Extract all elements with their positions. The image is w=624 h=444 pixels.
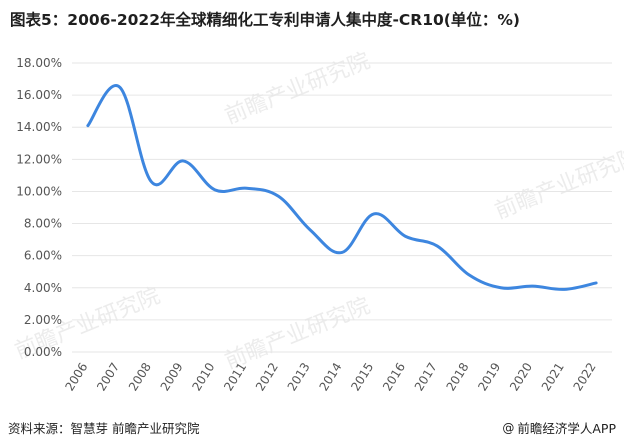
x-tick-label: 2007 — [94, 360, 122, 393]
x-tick-label: 2014 — [316, 360, 344, 393]
y-tick-label: 16.00% — [16, 88, 62, 102]
y-axis: 0.00% 2.00% 4.00% 6.00% 8.00% 10.00% 12.00% 14.… — [16, 56, 62, 359]
y-tick-label: 6.00% — [24, 249, 62, 263]
x-tick-label: 2012 — [253, 360, 281, 393]
source-note: 资料来源：智慧芽 前瞻产业研究院 — [8, 421, 200, 436]
data-point — [86, 124, 89, 127]
data-point — [531, 285, 534, 288]
watermark-text: 前瞻产业研究院 — [221, 49, 373, 130]
watermark-text: 前瞻产业研究院 — [221, 294, 373, 375]
x-tick-label: 2020 — [507, 360, 535, 393]
x-tick-label: 2008 — [126, 360, 154, 393]
x-tick-label: 2016 — [380, 360, 408, 393]
data-point — [309, 228, 312, 231]
y-tick-label: 10.00% — [16, 184, 62, 198]
data-point — [341, 251, 344, 254]
data-point — [499, 286, 502, 289]
brand-text: 前瞻经济学人APP — [517, 421, 616, 436]
x-tick-label: 2019 — [475, 360, 503, 393]
y-tick-label: 0.00% — [24, 345, 62, 359]
x-tick-label: 2006 — [62, 360, 90, 393]
series-cr10 — [86, 84, 598, 291]
data-point — [182, 159, 185, 162]
data-point — [468, 273, 471, 276]
data-point — [404, 235, 407, 238]
x-tick-label: 2017 — [412, 360, 440, 393]
data-point — [213, 188, 216, 191]
x-tick-label: 2010 — [189, 360, 217, 393]
y-tick-label: 12.00% — [16, 152, 62, 166]
y-tick-label: 14.00% — [16, 120, 62, 134]
x-tick-label: 2022 — [571, 360, 599, 393]
x-tick-label: 2018 — [444, 360, 472, 393]
at-icon: @ — [502, 420, 515, 435]
watermark-text: 前瞻产业研究院 — [491, 144, 624, 225]
data-point — [118, 86, 121, 89]
x-tick-label: 2009 — [158, 360, 186, 393]
x-tick-label: 2013 — [285, 360, 313, 393]
y-tick-label: 2.00% — [24, 313, 62, 327]
brand-label: @ 前瞻经济学人APP — [502, 418, 616, 437]
data-point — [277, 195, 280, 198]
data-point — [595, 281, 598, 284]
data-point — [150, 180, 153, 183]
x-tick-label: 2011 — [221, 360, 249, 393]
data-point — [563, 288, 566, 291]
y-tick-label: 4.00% — [24, 281, 62, 295]
x-axis: 2006 2007 2008 2009 2010 2011 2012 2013 2014 2015… — [62, 360, 598, 393]
data-point — [436, 245, 439, 248]
data-point — [245, 187, 248, 190]
y-tick-label: 8.00% — [24, 217, 62, 231]
series-line — [86, 84, 598, 291]
data-point — [372, 212, 375, 215]
y-tick-label: 18.00% — [16, 56, 62, 70]
x-tick-label: 2015 — [348, 360, 376, 393]
x-tick-label: 2021 — [539, 360, 567, 393]
chart-title: 图表5：2006-2022年全球精细化工专利申请人集中度-CR10(单位：%) — [10, 11, 521, 29]
